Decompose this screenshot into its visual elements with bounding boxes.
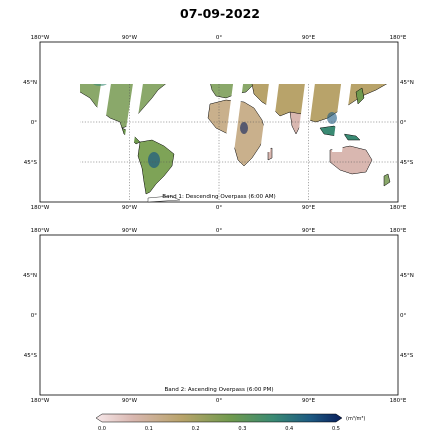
- panel-caption: Band 2: Ascending Overpass (6:00 PM): [164, 387, 273, 393]
- colorbar-tick: 0.2: [192, 426, 200, 432]
- lon-label-top: 180°E: [390, 228, 407, 234]
- lat-label-left: 45°N: [23, 80, 37, 86]
- lon-label-bottom: 0°: [216, 205, 222, 211]
- lon-label-bottom: 90°W: [122, 398, 138, 404]
- lat-label-left: 45°S: [24, 353, 38, 359]
- lon-label-bottom: 90°E: [302, 398, 316, 404]
- panel-caption: Band 1: Descending Overpass (6:00 AM): [162, 194, 275, 200]
- lon-label-bottom: 180°W: [31, 205, 50, 211]
- lat-label-right: 45°S: [400, 353, 414, 359]
- lon-label-bottom: 90°W: [122, 205, 138, 211]
- colorbar-unit: (m³/m³): [346, 416, 365, 422]
- map-panel-1: Band 1: Descending Overpass (6:00 AM) 18…: [23, 35, 414, 211]
- lon-label-bottom: 180°W: [31, 398, 50, 404]
- colorbar-tick: 0.3: [238, 426, 246, 432]
- lat-label-right: 45°N: [400, 80, 414, 86]
- lat-label-right: 0°: [400, 313, 406, 319]
- lon-label-top: 90°W: [122, 35, 138, 41]
- lon-label-top: 90°E: [302, 228, 316, 234]
- lon-label-top: 0°: [216, 228, 222, 234]
- lat-label-left: 0°: [31, 120, 37, 126]
- map-panel-2: Band 2: Ascending Overpass (6:00 PM) 180…: [23, 228, 414, 404]
- lat-label-left: 45°S: [24, 160, 38, 166]
- lat-label-right: 45°N: [400, 273, 414, 279]
- lat-label-right: 0°: [400, 120, 406, 126]
- lon-label-bottom: 90°E: [302, 205, 316, 211]
- lat-label-right: 45°S: [400, 160, 414, 166]
- lon-label-bottom: 180°E: [390, 398, 407, 404]
- colorbar-tick: 0.4: [285, 426, 293, 432]
- date-title: 07-09-2022: [180, 6, 260, 21]
- swath-gaps: [92, 84, 352, 152]
- colorbar-tick: 0.0: [98, 426, 106, 432]
- lon-label-top: 90°E: [302, 35, 316, 41]
- lon-label-top: 180°W: [31, 228, 50, 234]
- wet-patches: [93, 84, 337, 168]
- lon-label-bottom: 0°: [216, 398, 222, 404]
- colorbar-tick: 0.5: [332, 426, 340, 432]
- lon-label-top: 180°W: [31, 35, 50, 41]
- lon-label-top: 180°E: [390, 35, 407, 41]
- lon-label-bottom: 180°E: [390, 205, 407, 211]
- map-frame: [39, 234, 399, 396]
- colorbar-tick: 0.1: [145, 426, 153, 432]
- lat-label-left: 45°N: [23, 273, 37, 279]
- colorbar-bar: [95, 413, 343, 423]
- lat-label-left: 0°: [31, 313, 37, 319]
- colorbar: 0.0 0.1 0.2 0.3 0.4 0.5 (m³/m³): [95, 413, 365, 432]
- lon-label-top: 90°W: [122, 228, 138, 234]
- lon-label-top: 0°: [216, 35, 222, 41]
